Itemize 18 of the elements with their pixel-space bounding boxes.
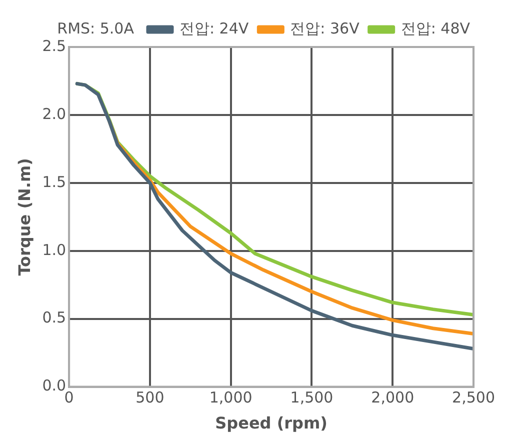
y-tick-label: 1.5 — [42, 172, 66, 191]
y-tick-label: 1.0 — [42, 240, 66, 259]
x-tick-label: 0 — [64, 388, 74, 407]
legend-label: 전압: 24V — [179, 19, 250, 38]
y-tick-label: 0.5 — [42, 308, 66, 327]
y-tick-label: 0.0 — [42, 376, 66, 395]
x-tick-label: 2,000 — [371, 388, 414, 407]
x-tick-label: 1,000 — [209, 388, 252, 407]
x-tick-label: 1,500 — [290, 388, 334, 407]
y-tick-label: 2.5 — [42, 36, 66, 55]
x-tick-label: 500 — [136, 388, 164, 407]
y-tick-label: 2.0 — [42, 104, 66, 123]
x-axis-title: Speed (rpm) — [215, 414, 328, 433]
legend-label: 전압: 36V — [290, 19, 360, 38]
x-tick-label: 2,500 — [452, 388, 496, 407]
legend-label: 전압: 48V — [400, 19, 471, 38]
y-axis-title: Torque (N.m) — [14, 158, 34, 276]
legend-title: RMS: 5.0A — [57, 19, 135, 38]
